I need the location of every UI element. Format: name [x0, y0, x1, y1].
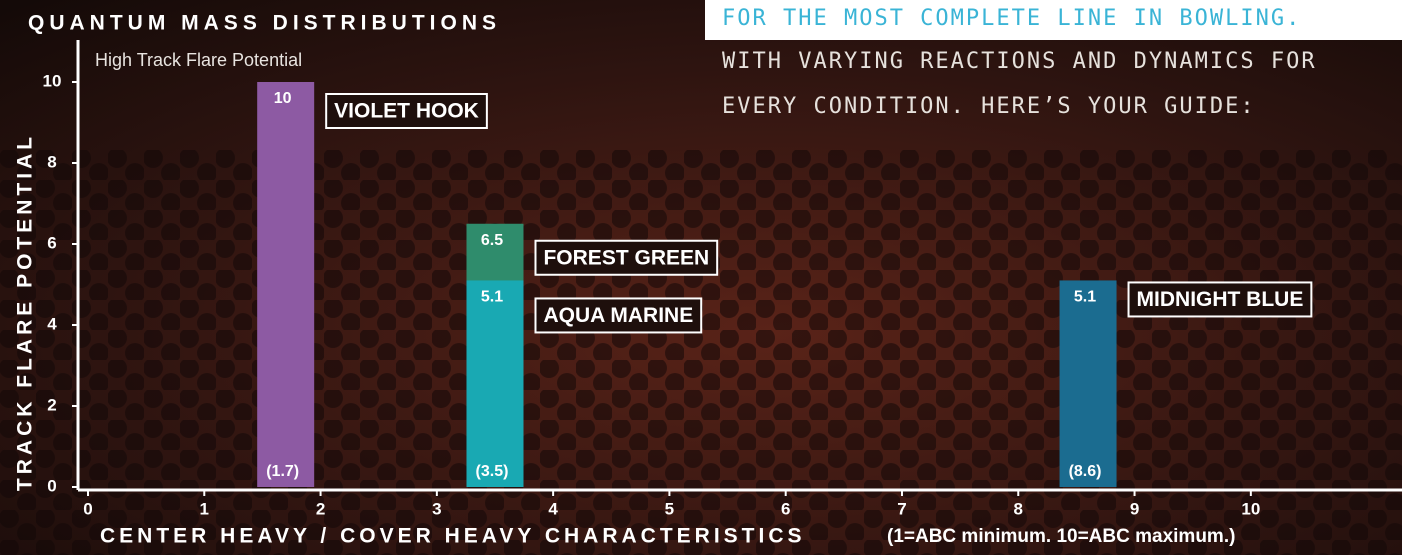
- x-axis-label: CENTER HEAVY / COVER HEAVY CHARACTERISTI…: [100, 525, 806, 548]
- bar: [1060, 280, 1117, 487]
- x-tick-label: 3: [432, 499, 441, 518]
- chart: FOR THE MOST COMPLETE LINE IN BOWLING. W…: [0, 0, 1402, 555]
- x-tick-label: 6: [781, 499, 790, 518]
- x-tick-label: 4: [548, 499, 558, 518]
- x-value-label: (1.7): [266, 463, 299, 480]
- x-tick-label: 2: [316, 499, 325, 518]
- x-tick-label: 1: [200, 499, 209, 518]
- y-tick-label: 4: [47, 314, 57, 333]
- y-tick-label: 2: [47, 395, 56, 414]
- x-tick-label: 0: [83, 499, 92, 518]
- bar: [257, 82, 314, 487]
- x-tick-label: 10: [1241, 499, 1260, 518]
- texture: [0, 150, 1402, 555]
- value-label: 6.5: [481, 232, 503, 249]
- y-tick-label: 6: [47, 233, 56, 252]
- x-tick-label: 7: [897, 499, 906, 518]
- header-line: WITH VARYING REACTIONS AND DYNAMICS FOR: [722, 49, 1317, 74]
- x-axis-note: (1=ABC minimum. 10=ABC maximum.): [887, 526, 1235, 547]
- value-label: 5.1: [481, 289, 503, 306]
- value-label: 10: [274, 90, 292, 107]
- header-line: EVERY CONDITION. HERE’S YOUR GUIDE:: [722, 94, 1256, 119]
- x-value-label: (3.5): [476, 463, 509, 480]
- value-label: 5.1: [1074, 289, 1096, 306]
- y-tick-label: 8: [47, 152, 56, 171]
- legend-label: AQUA MARINE: [543, 304, 693, 327]
- x-tick-label: 9: [1130, 499, 1139, 518]
- x-value-label: (8.6): [1069, 463, 1102, 480]
- x-tick-label: 5: [665, 499, 674, 518]
- subtitle: High Track Flare Potential: [95, 50, 302, 70]
- y-tick-label: 10: [43, 71, 62, 90]
- legend-label: VIOLET HOOK: [334, 100, 479, 123]
- legend-label: MIDNIGHT BLUE: [1137, 288, 1304, 311]
- y-tick-label: 0: [47, 476, 56, 495]
- header-line: FOR THE MOST COMPLETE LINE IN BOWLING.: [722, 6, 1301, 31]
- legend-label: FOREST GREEN: [543, 246, 709, 269]
- x-tick-label: 8: [1014, 499, 1023, 518]
- y-axis-label: TRACK FLARE POTENTIAL: [14, 133, 37, 491]
- bar: [466, 280, 523, 487]
- chart-title: QUANTUM MASS DISTRIBUTIONS: [28, 12, 501, 35]
